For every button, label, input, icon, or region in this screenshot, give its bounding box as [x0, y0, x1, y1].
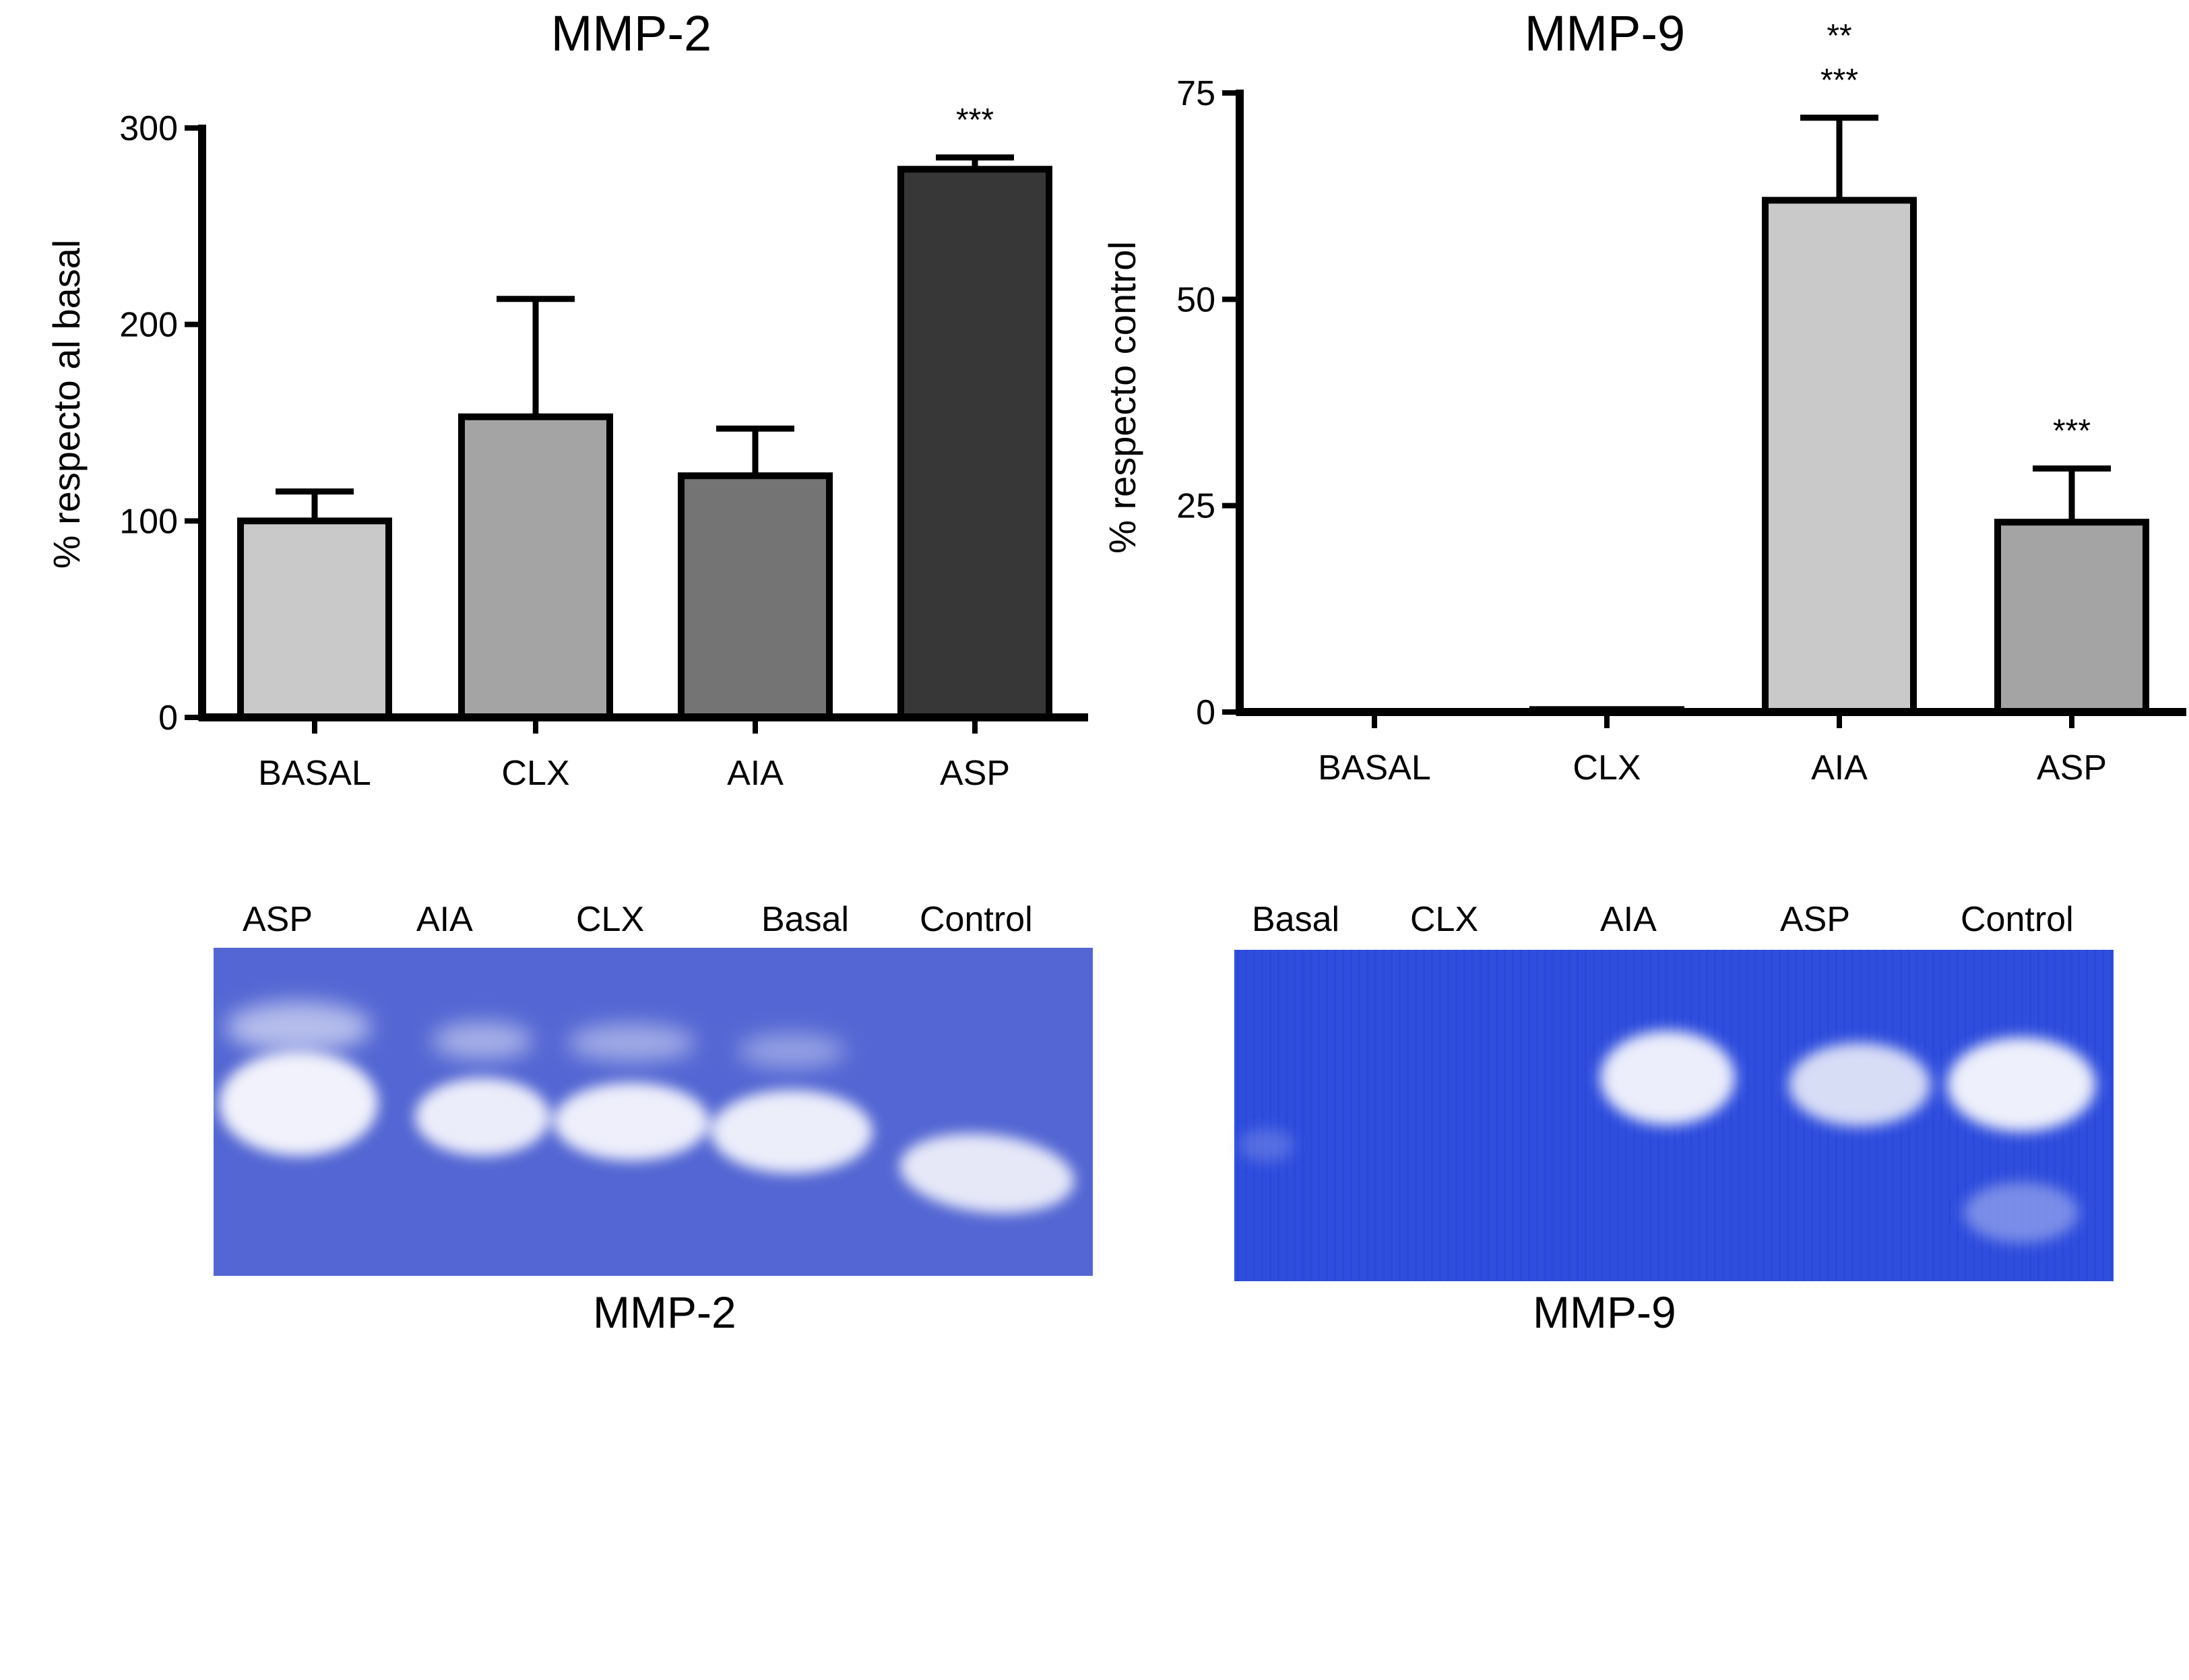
gel-lane-label-asp: ASP — [1780, 900, 1851, 939]
gel-lane-label-basal: Basal — [761, 900, 850, 939]
chart-title: MMP-9 — [1525, 5, 1685, 61]
bar-aia — [1762, 197, 1917, 715]
gel-title-mmp2: MMP-2 — [593, 1287, 736, 1337]
significance-annotation: *** — [956, 102, 994, 138]
y-axis-label: % respecto control — [1101, 241, 1143, 554]
x-tick-label: ASP — [2037, 748, 2107, 787]
x-tick-label: AIA — [1811, 748, 1868, 787]
bar-basal — [237, 517, 392, 721]
bar-aia — [678, 472, 833, 721]
y-tick-label: 25 — [1176, 487, 1215, 526]
gel-lane-label-asp: ASP — [243, 900, 313, 939]
gel-lane-label-basal: Basal — [1252, 900, 1340, 939]
gel-lane-label-clx: CLX — [576, 900, 645, 939]
chart-mmp2: MMP-2 % respecto al basal BASAL CLX AIA *** AS… — [45, 5, 1088, 793]
gel-title-mmp9: MMP-9 — [1533, 1287, 1676, 1337]
gel-image-mmp2 — [214, 948, 1093, 1276]
y-tick-label: 75 — [1176, 74, 1215, 113]
gel-bands-upper — [226, 1002, 846, 1068]
y-tick-label: 100 — [119, 502, 178, 541]
y-tick-label: 200 — [119, 306, 178, 345]
gel-lane-label-control: Control — [920, 900, 1033, 939]
x-tick-label: CLX — [501, 754, 569, 793]
x-tick-label: BASAL — [258, 754, 371, 793]
x-tick-label: CLX — [1573, 748, 1641, 787]
bar-asp — [1994, 519, 2149, 715]
gel-bands-lower — [219, 1051, 1075, 1214]
gel-lane-label-aia: AIA — [416, 900, 473, 939]
bar-asp — [897, 166, 1052, 721]
y-tick-label: 0 — [158, 699, 178, 738]
gel-image-mmp9 — [1234, 950, 2114, 1281]
gel-lane-label-aia: AIA — [1600, 900, 1657, 939]
y-tick-label: 300 — [119, 109, 178, 148]
x-tick-label: ASP — [940, 754, 1010, 793]
y-tick-label: 0 — [1196, 693, 1215, 732]
gel-lane-label-control: Control — [1961, 900, 2074, 939]
x-tick-label: AIA — [727, 754, 784, 793]
y-tick-label: 50 — [1176, 280, 1215, 319]
x-tick-label: BASAL — [1318, 748, 1431, 787]
y-axis-label: % respecto al basal — [45, 240, 88, 569]
significance-annotation: *** — [2053, 414, 2091, 449]
significance-annotation: *** — [1820, 63, 1858, 98]
bar-clx — [458, 413, 613, 721]
chart-title: MMP-2 — [551, 5, 711, 61]
significance-annotation: ** — [1827, 18, 1851, 54]
gel-lane-label-clx: CLX — [1410, 900, 1479, 939]
gel-bands — [1240, 1031, 2095, 1243]
